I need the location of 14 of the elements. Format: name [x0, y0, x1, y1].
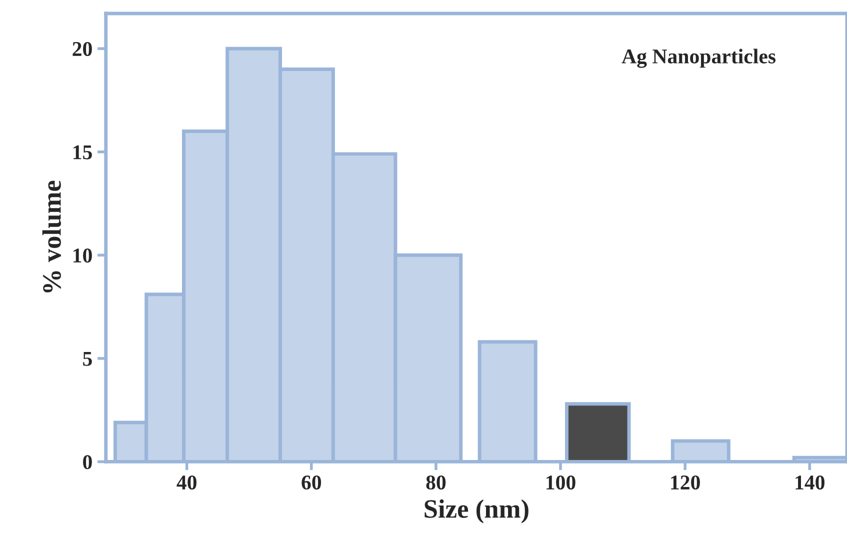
y-tick-label: 0 — [83, 455, 92, 470]
y-tick-label: 5 — [83, 352, 92, 366]
y-tick-label: 20 — [72, 42, 92, 56]
y-tick-label: 15 — [74, 145, 92, 160]
x-tick-label: 120 — [671, 475, 700, 490]
x-tick-label: 40 — [176, 475, 196, 490]
x-tick-label: 140 — [796, 475, 824, 490]
x-tick-label: 100 — [546, 475, 576, 490]
x-tick-label: 60 — [302, 475, 322, 490]
x-tick-label: 80 — [426, 475, 446, 490]
y-tick-label: 10 — [74, 248, 92, 263]
y-axis-title: % volume — [42, 180, 62, 292]
annotation: Ag Nanoparticles — [622, 48, 776, 68]
x-axis-title: Size (nm) — [424, 499, 528, 524]
